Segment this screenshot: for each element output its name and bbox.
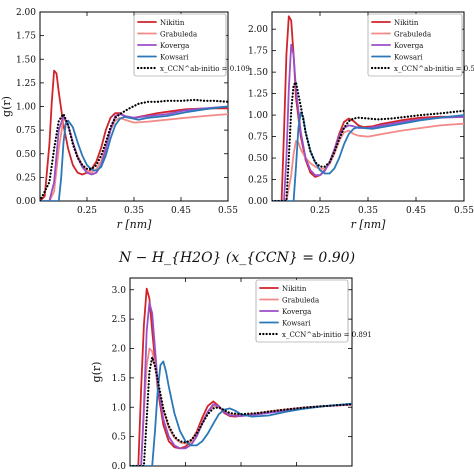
series-line-5	[130, 356, 352, 466]
legend-label: Nikitin	[160, 19, 185, 27]
y-tick-label: 1.00	[248, 111, 268, 121]
y-tick-label: 1.5	[112, 374, 127, 384]
y-tick-label: 0.50	[248, 154, 268, 164]
series-line-5	[272, 81, 464, 201]
y-tick-label: 0.50	[16, 150, 36, 160]
y-tick-label: 1.0	[112, 403, 127, 413]
chart-panel-1: 0.00 0.25 0.50 0.75 1.00 1.25 1.50 1.75 2.00 0.25…	[0, 8, 250, 231]
legend-label: Grabuleda	[160, 31, 197, 39]
y-tick-label: 0.0	[112, 462, 127, 472]
series-line-5	[40, 98, 228, 201]
x-tick-label: 0.35	[358, 206, 378, 216]
legend-label: x_CCN^ab-initio = 0.891	[282, 331, 372, 339]
y-tick-label: 0.25	[16, 173, 36, 183]
series-line-4	[130, 360, 352, 466]
series-line-3	[272, 43, 464, 201]
x-tick-label: 0.35	[124, 206, 144, 216]
y-tick-label: 2.00	[248, 25, 268, 35]
legend-label: Nikitin	[394, 19, 419, 27]
legend-label: Kowsari	[394, 54, 423, 62]
chart-panel-2: 0.00 0.25 0.50 0.75 1.00 1.25 1.50 1.75 2.00 0.25…	[248, 11, 474, 231]
y-tick-label: 1.75	[248, 47, 268, 57]
legend-box	[133, 13, 227, 77]
y-tick-label: 1.75	[16, 32, 36, 42]
y-axis-label: g(r)	[0, 96, 13, 117]
y-tick-label: 0.25	[248, 176, 268, 186]
y-tick-label: 2.0	[112, 345, 127, 355]
middle-panel-title: N − H_{H2O} (x_{CCN} = 0.90)	[0, 250, 474, 266]
middle-panel-title-text: N − H_{H2O} (x_{CCN} = 0.90)	[118, 250, 356, 266]
y-tick-label: 0.5	[112, 433, 127, 443]
legend-label: Koverga	[394, 42, 423, 50]
legend-label: Grabuleda	[394, 31, 431, 39]
legend-box	[367, 13, 463, 77]
y-tick-label: 1.50	[16, 55, 36, 65]
series-line-2	[40, 113, 228, 201]
legend-label: Koverga	[282, 308, 311, 316]
legend-box	[255, 279, 349, 343]
series-line-4	[40, 105, 228, 201]
x-tick-label: 0.25	[77, 206, 97, 216]
y-tick-label: 2.5	[112, 315, 127, 325]
y-tick-label: 3.0	[112, 286, 127, 296]
legend-label: x_CCN^ab-initio = 0.109	[160, 65, 250, 73]
chart-panel-3: 0.0 0.5 1.0 1.5 2.0 2.5 3.0 g(r) Nikitin Grabuled…	[90, 277, 372, 472]
legend-label: Kowsari	[160, 54, 189, 62]
y-tick-label: 1.25	[16, 79, 36, 89]
y-tick-label: 0.75	[248, 133, 268, 143]
y-tick-label: 2.00	[16, 8, 36, 18]
legend-label: Nikitin	[282, 285, 307, 293]
x-tick-label: 0.25	[310, 206, 330, 216]
y-tick-label: 0.00	[16, 197, 36, 207]
x-tick-label: 0.45	[406, 206, 426, 216]
x-tick-label: 0.55	[454, 206, 474, 216]
legend-label: Grabuleda	[282, 297, 319, 305]
y-tick-label: 0.00	[248, 197, 268, 207]
y-tick-label: 1.00	[16, 103, 36, 113]
y-tick-label: 1.25	[248, 90, 268, 100]
x-axis-label: r [nm]	[117, 218, 153, 231]
x-axis-label: r [nm]	[351, 218, 387, 231]
legend-label: x_CCN^ab-initio = 0.5	[394, 65, 474, 73]
series-line-4	[272, 111, 464, 201]
legend-label: Kowsari	[282, 320, 311, 328]
y-axis-label: g(r)	[90, 362, 103, 383]
y-tick-label: 0.75	[16, 126, 36, 136]
x-tick-label: 0.45	[171, 206, 191, 216]
legend-label: Koverga	[160, 42, 189, 50]
series-line-1	[40, 69, 228, 201]
x-tick-label: 0.55	[218, 206, 238, 216]
y-tick-label: 1.50	[248, 68, 268, 78]
